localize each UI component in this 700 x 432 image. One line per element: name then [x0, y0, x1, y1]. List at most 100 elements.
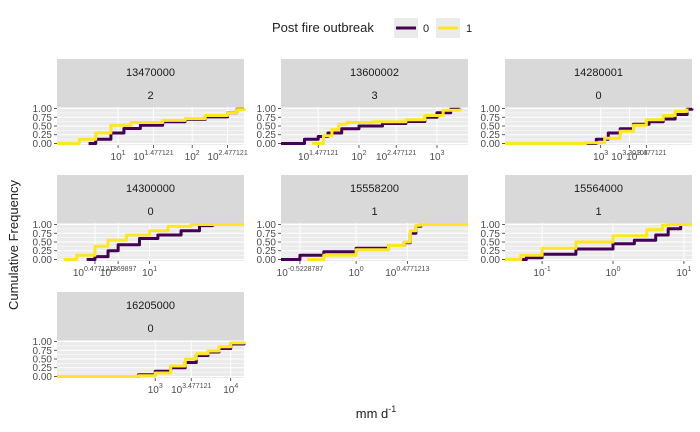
x-tick-base: 10: [73, 268, 85, 279]
facet-count-label: 1: [595, 206, 601, 218]
x-tick-exponent: 0.4771213: [396, 266, 429, 273]
legend-label-0: 0: [423, 23, 429, 35]
x-tick-base: 10: [277, 268, 289, 279]
x-tick-exponent: -1: [545, 266, 551, 273]
x-tick-exponent: 2.477121: [387, 150, 416, 157]
facet-count-label: 0: [147, 323, 153, 335]
x-tick-base: 10: [351, 152, 363, 163]
facet-station-label: 14280001: [574, 67, 623, 79]
y-tick-label: 0.75: [33, 113, 53, 124]
x-tick-label: 104: [223, 383, 238, 396]
y-tick-label: 1.00: [257, 220, 277, 231]
x-tick-label: 101.477121: [298, 150, 338, 163]
facet-station-label: 15564000: [574, 183, 623, 195]
x-tick-exponent: 0: [617, 266, 621, 273]
y-tick-label: 0.50: [481, 122, 501, 133]
x-tick-base: 10: [676, 268, 688, 279]
x-tick-exponent: 1: [688, 266, 692, 273]
facet-count-label: 3: [371, 90, 377, 102]
ecdf-line-1: [57, 108, 246, 145]
x-tick-base: 10: [593, 152, 605, 163]
ecdf-line-0: [505, 223, 692, 261]
x-tick-label: 101: [142, 266, 157, 279]
facet-station-label: 13600002: [350, 67, 399, 79]
facet-count-label: 0: [147, 206, 153, 218]
x-tick-exponent: 3.30103: [622, 150, 647, 157]
x-tick-exponent: 2.477121: [219, 150, 248, 157]
y-tick-label: 0.00: [481, 139, 501, 150]
facet-station-label: 14300000: [126, 183, 175, 195]
x-tick-label: 100.4771213: [385, 266, 429, 279]
x-tick-base: 10: [376, 152, 388, 163]
facet-strip: [57, 59, 244, 107]
x-tick-exponent: 1.477121: [309, 150, 338, 157]
y-tick-label: 0.75: [33, 346, 53, 357]
x-tick-label: 103.30103: [611, 150, 648, 163]
legend-title: Post fire outbreak: [272, 20, 374, 35]
facet-station-label: 15558200: [350, 183, 399, 195]
x-tick-label: 101: [676, 266, 691, 279]
facet-strip: [505, 175, 692, 223]
x-axis-title: mm d-1: [356, 404, 397, 421]
x-tick-exponent: 2: [196, 150, 200, 157]
ecdf-line-0: [281, 107, 462, 145]
x-tick-label: 10-1: [533, 266, 550, 279]
x-tick-exponent: 1: [153, 266, 157, 273]
x-axis-title-sup: -1: [388, 404, 396, 414]
x-tick-label: 100.4771213: [73, 266, 117, 279]
y-tick-label: 0.25: [481, 130, 501, 141]
x-tick-base: 10: [148, 385, 160, 396]
facet-strip: [57, 292, 244, 340]
x-tick-exponent: -0.5228787: [288, 266, 324, 273]
y-tick-label: 0.25: [257, 246, 277, 257]
facet-strip: [281, 59, 468, 107]
y-tick-label: 0.25: [257, 130, 277, 141]
x-tick-exponent: 2: [363, 150, 367, 157]
y-tick-label: 0.50: [257, 122, 277, 133]
x-tick-exponent: 3: [159, 383, 163, 390]
facet-count-label: 1: [371, 206, 377, 218]
facet-strip: [505, 59, 692, 107]
y-tick-label: 0.50: [33, 355, 53, 366]
x-tick-base: 10: [605, 268, 617, 279]
x-tick-label: 103.477121: [626, 150, 666, 163]
y-tick-label: 0.75: [257, 229, 277, 240]
x-tick-base: 10: [171, 385, 183, 396]
x-tick-label: 103: [429, 150, 444, 163]
x-axis-title-base: mm d: [356, 406, 389, 421]
y-tick-label: 0.75: [257, 113, 277, 124]
ecdf-line-1: [57, 341, 246, 378]
ecdf-line-1: [505, 108, 689, 145]
x-tick-label: 102: [185, 150, 200, 163]
x-tick-base: 10: [133, 152, 145, 163]
ecdf-line-1: [312, 108, 462, 145]
x-tick-base: 10: [533, 268, 545, 279]
x-tick-label: 102.477121: [376, 150, 416, 163]
x-tick-label: 103.477121: [171, 383, 211, 396]
y-tick-label: 1.00: [33, 220, 53, 231]
legend: Post fire outbreak 0 1: [272, 18, 472, 38]
x-tick-exponent: 3.477121: [182, 383, 211, 390]
y-tick-label: 0.50: [257, 238, 277, 249]
ecdf-line-1: [307, 223, 468, 261]
x-tick-exponent: 0.4771213: [84, 266, 117, 273]
y-tick-label: 0.75: [33, 229, 53, 240]
ecdf-line-1: [63, 223, 244, 261]
y-tick-label: 0.50: [33, 122, 53, 133]
y-tick-label: 0.75: [481, 229, 501, 240]
facet-strip: [57, 175, 244, 223]
x-tick-exponent: 3.477121: [637, 150, 666, 157]
facet-panel-15558200: 15558200 1 0.000.250.500.751.00 10-0.522878…: [257, 175, 468, 279]
y-tick-label: 0.00: [257, 255, 277, 266]
y-tick-label: 1.00: [33, 104, 53, 115]
x-tick-label: 101: [111, 150, 126, 163]
x-tick-exponent: 0: [360, 266, 364, 273]
x-tick-exponent: 1.477121: [144, 150, 173, 157]
facet-strip: [281, 175, 468, 223]
y-tick-label: 0.25: [33, 363, 53, 374]
legend-item-1: 1: [436, 18, 472, 38]
